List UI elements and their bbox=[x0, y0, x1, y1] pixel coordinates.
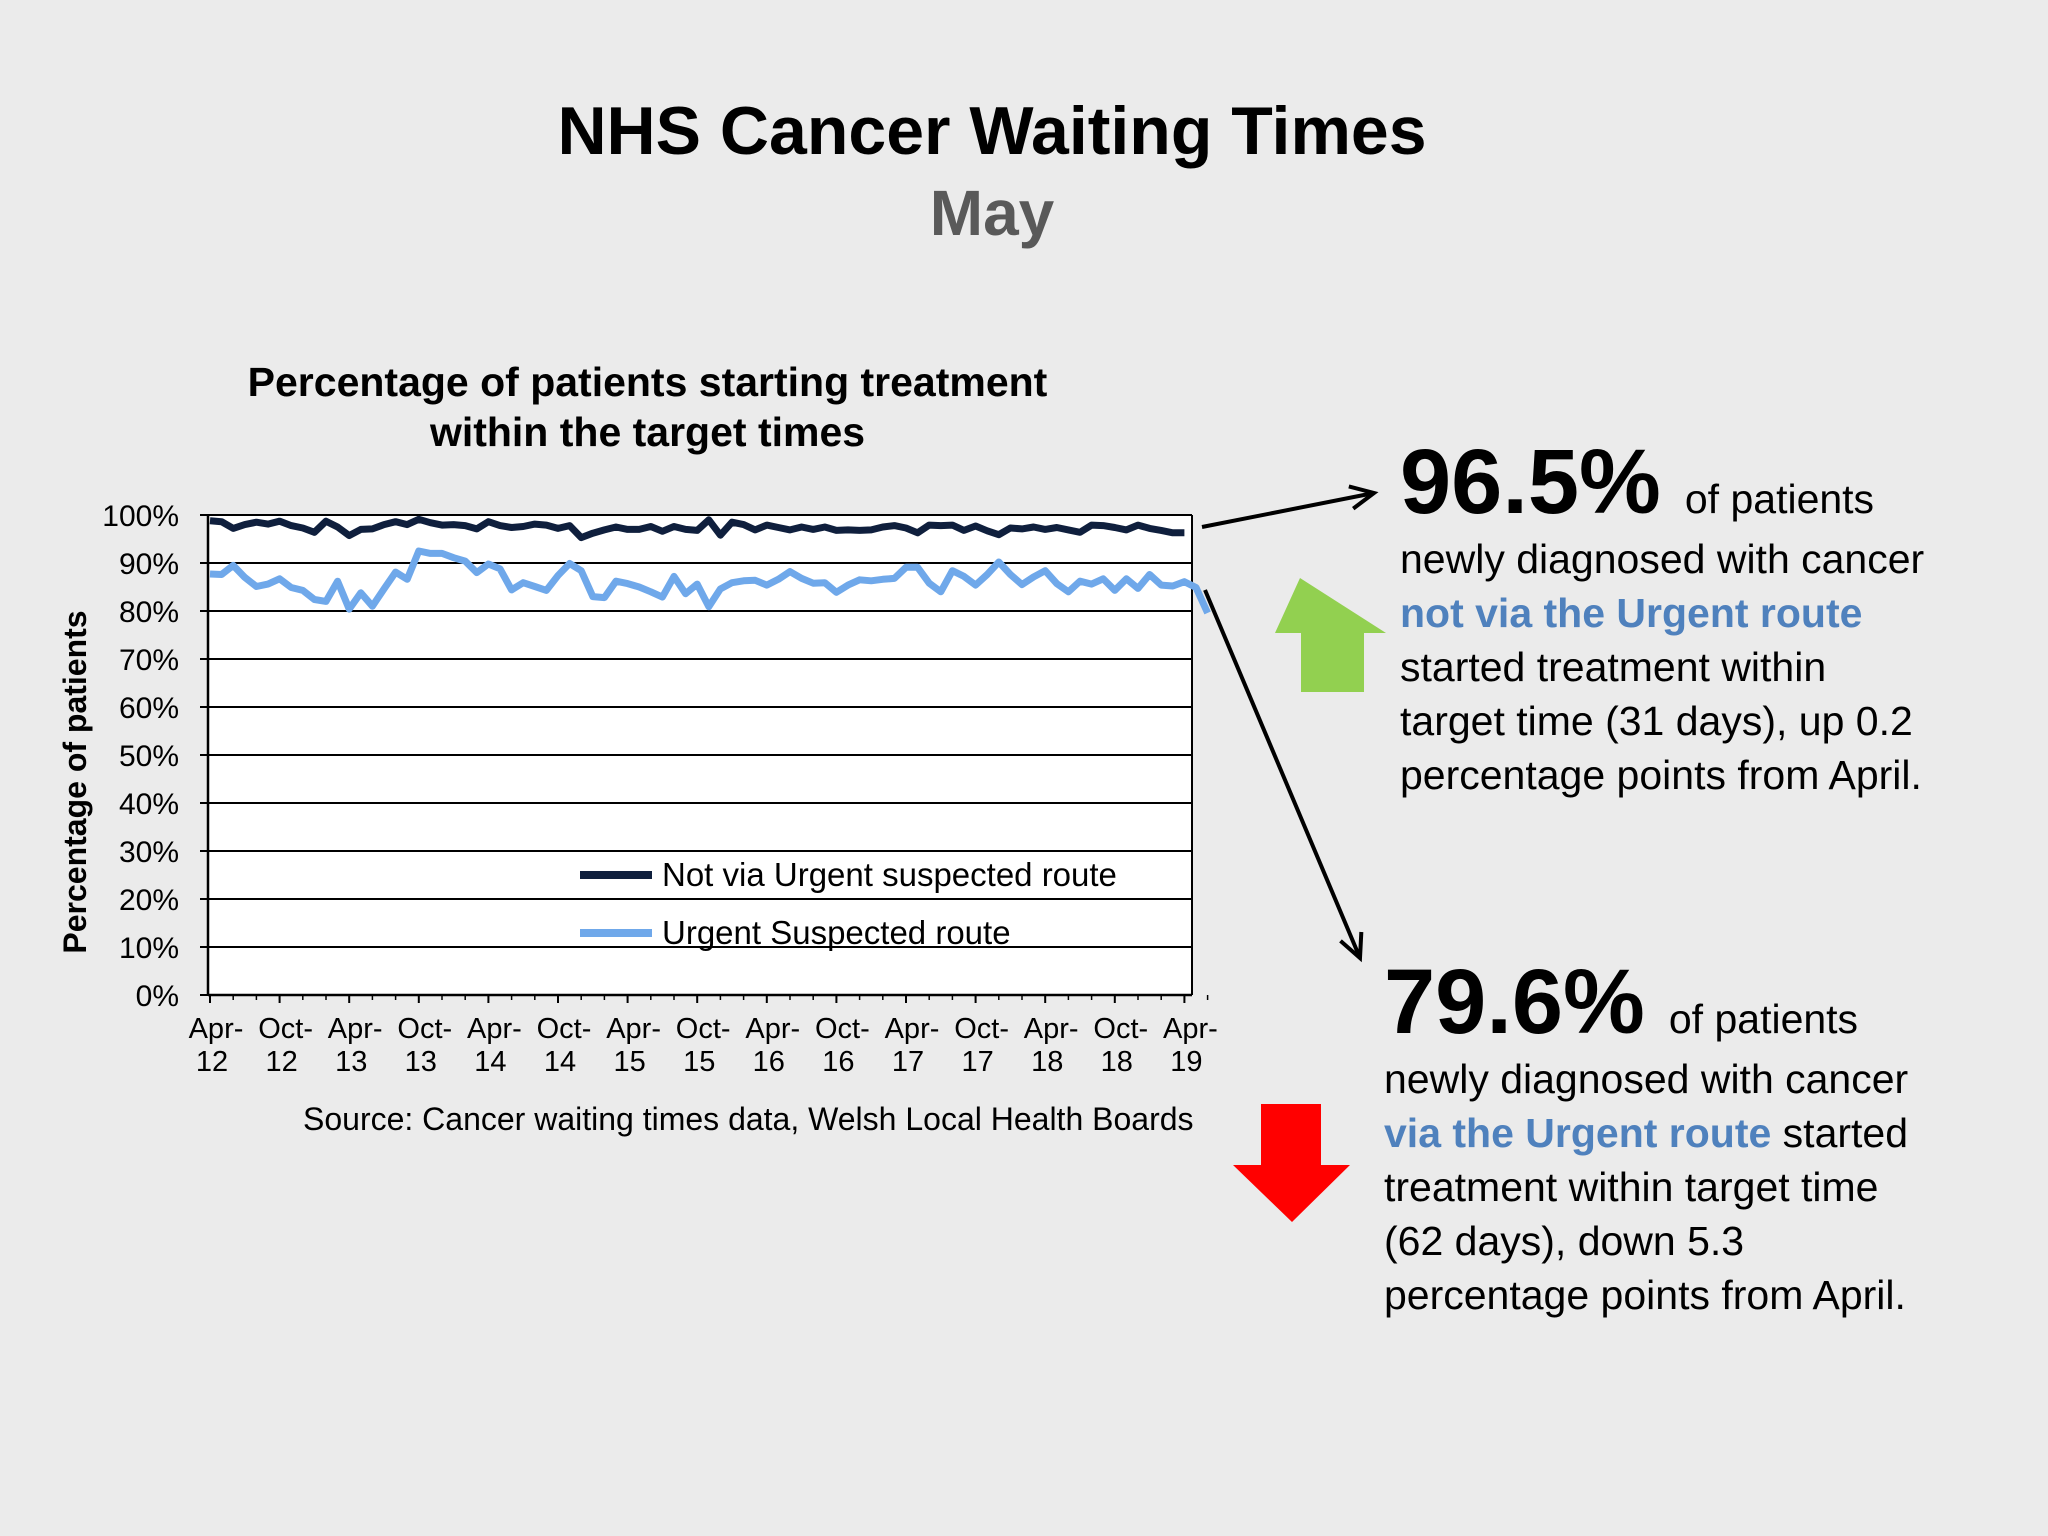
arrow-to-non-urgent bbox=[1201, 484, 1379, 529]
axes: 0%10%20%30%40%50%60%70%80%90%100%Apr-12O… bbox=[102, 500, 1218, 1078]
x-tick-label: 15 bbox=[613, 1046, 645, 1078]
source-note: Source: Cancer waiting times data, Welsh… bbox=[303, 1101, 1194, 1137]
x-tick-label: Oct- bbox=[954, 1013, 1009, 1045]
arrow-shaft bbox=[1203, 589, 1362, 959]
x-tick-label: Apr- bbox=[328, 1013, 383, 1045]
y-tick-label: 10% bbox=[119, 932, 179, 965]
arrow-head bbox=[1348, 484, 1379, 511]
x-tick-label: 15 bbox=[683, 1046, 715, 1078]
trend-up-arrow-icon bbox=[1275, 578, 1386, 692]
x-tick-label: Oct- bbox=[537, 1013, 592, 1045]
series-line-urgent bbox=[209, 547, 1211, 615]
stat-line: target time (31 days), up 0.2 bbox=[1400, 698, 1913, 744]
stat-line: percentage points from April. bbox=[1400, 752, 1922, 798]
page-title: NHS Cancer Waiting Times bbox=[557, 93, 1427, 169]
stat-line: started treatment within bbox=[1400, 644, 1827, 690]
y-axis-label: Percentage of patients bbox=[57, 610, 93, 953]
x-tick-label: 13 bbox=[405, 1046, 437, 1078]
x-tick-label: 12 bbox=[265, 1046, 297, 1078]
stat-highlight-tail: started bbox=[1771, 1110, 1909, 1156]
x-tick-label: 16 bbox=[753, 1046, 785, 1078]
chart-title-line-2: within the target times bbox=[429, 409, 866, 455]
page-subtitle: May bbox=[929, 177, 1055, 249]
legend: Not via Urgent suspected route Urgent Sus… bbox=[580, 856, 1117, 951]
annotations bbox=[1201, 484, 1386, 1222]
trend-down-arrow-icon bbox=[1233, 1104, 1350, 1222]
series-lines bbox=[209, 515, 1211, 615]
x-tick-label: 19 bbox=[1170, 1046, 1202, 1078]
stat-highlight: not via the Urgent route bbox=[1400, 590, 1863, 636]
y-tick-label: 40% bbox=[119, 788, 179, 821]
x-tick-label: Apr- bbox=[885, 1013, 940, 1045]
series-line-not-urgent bbox=[209, 515, 1185, 542]
x-tick-label: 18 bbox=[1031, 1046, 1063, 1078]
x-tick-label: 17 bbox=[961, 1046, 993, 1078]
y-tick-label: 50% bbox=[119, 740, 179, 773]
x-tick-label: 14 bbox=[544, 1046, 576, 1078]
y-tick-label: 0% bbox=[136, 980, 179, 1013]
x-tick-label: 16 bbox=[822, 1046, 854, 1078]
stat-line: (62 days), down 5.3 bbox=[1384, 1218, 1745, 1264]
stat-value: 96.5% bbox=[1400, 431, 1661, 533]
stat-line: newly diagnosed with cancer bbox=[1384, 1056, 1909, 1102]
x-tick-label: Oct- bbox=[258, 1013, 313, 1045]
stat-line: percentage points from April. bbox=[1384, 1272, 1906, 1318]
stat-value: 79.6% bbox=[1384, 951, 1645, 1053]
x-tick-label: 13 bbox=[335, 1046, 367, 1078]
x-tick-label: 18 bbox=[1101, 1046, 1133, 1078]
x-tick-label: 12 bbox=[196, 1046, 228, 1078]
y-tick-label: 90% bbox=[119, 548, 179, 581]
x-tick-label: Oct- bbox=[676, 1013, 731, 1045]
y-tick-label: 20% bbox=[119, 884, 179, 917]
x-tick-label: Apr- bbox=[606, 1013, 661, 1045]
legend-label: Not via Urgent suspected route bbox=[662, 856, 1117, 893]
x-tick-label: Apr- bbox=[467, 1013, 522, 1045]
x-tick-label: Oct- bbox=[1093, 1013, 1148, 1045]
arrow-to-urgent bbox=[1203, 589, 1364, 963]
arrow-head bbox=[1339, 931, 1364, 963]
y-tick-label: 100% bbox=[102, 500, 179, 533]
y-tick-label: 30% bbox=[119, 836, 179, 869]
x-tick-label: 17 bbox=[892, 1046, 924, 1078]
x-tick-label: Apr- bbox=[189, 1013, 244, 1045]
x-tick-label: Apr- bbox=[1163, 1013, 1218, 1045]
x-tick-label: Apr- bbox=[745, 1013, 800, 1045]
stat-suffix: of patients bbox=[1668, 996, 1859, 1042]
stat-highlight: via the Urgent route bbox=[1384, 1110, 1772, 1156]
x-tick-label: 14 bbox=[474, 1046, 506, 1078]
x-tick-label: Apr- bbox=[1024, 1013, 1079, 1045]
stat-urgent: 79.6% of patients newly diagnosed with ca… bbox=[1384, 952, 2024, 1322]
chart-title-line-1: Percentage of patients starting treatmen… bbox=[247, 359, 1048, 405]
stat-suffix: of patients bbox=[1684, 476, 1875, 522]
x-tick-label: Oct- bbox=[397, 1013, 452, 1045]
chart-title: Percentage of patients starting treatmen… bbox=[170, 357, 1125, 457]
arrow-shaft bbox=[1201, 491, 1375, 529]
stat-line: treatment within target time bbox=[1384, 1164, 1879, 1210]
stat-non-urgent: 96.5% of patients newly diagnosed with ca… bbox=[1400, 432, 2020, 802]
y-tick-label: 70% bbox=[119, 644, 179, 677]
y-tick-label: 80% bbox=[119, 596, 179, 629]
legend-label: Urgent Suspected route bbox=[662, 914, 1011, 951]
y-tick-label: 60% bbox=[119, 692, 179, 725]
x-tick-label: Oct- bbox=[815, 1013, 870, 1045]
stat-line: newly diagnosed with cancer bbox=[1400, 536, 1925, 582]
